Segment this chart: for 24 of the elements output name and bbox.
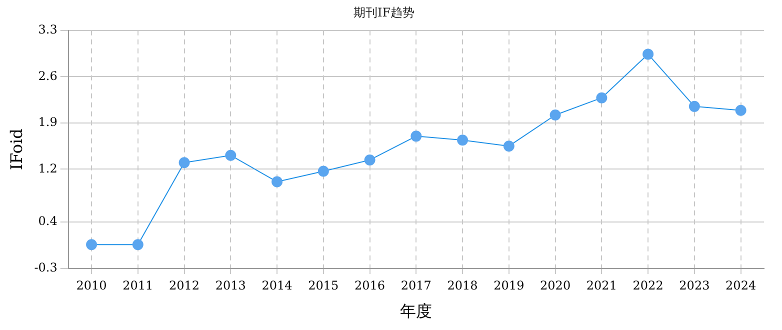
x-tick-label: 2019 [494, 278, 524, 293]
x-tick-label: 2023 [679, 278, 710, 293]
x-axis-title: 年度 [400, 302, 432, 321]
y-tick-label: 1.2 [38, 161, 58, 176]
y-tick-label: 3.3 [38, 22, 58, 37]
x-tick-label: 2014 [262, 278, 293, 293]
x-tick-label: 2020 [540, 278, 571, 293]
x-tick-label: 2013 [215, 278, 246, 293]
x-tick-label: 2015 [308, 278, 339, 293]
x-tick-label: 2016 [354, 278, 386, 293]
x-tick-label: 2018 [447, 278, 478, 293]
x-tick-label: 2010 [76, 278, 107, 293]
x-tick-label: 2024 [726, 278, 756, 293]
x-tick-label: 2022 [632, 278, 664, 293]
y-tick-label: 1.9 [38, 115, 58, 130]
chart-title: 期刊IF趋势 [353, 5, 415, 20]
x-tick-label: 2011 [122, 278, 154, 293]
y-tick-label: 0.4 [38, 214, 58, 228]
y-tick-label: -0.3 [34, 260, 58, 275]
x-tick-label: 2017 [400, 278, 432, 293]
y-tick-label: 2.6 [38, 68, 58, 83]
y-axis-title: IFoid [6, 128, 26, 170]
x-tick-label: 2012 [169, 278, 200, 293]
x-tick-label: 2021 [586, 278, 617, 293]
